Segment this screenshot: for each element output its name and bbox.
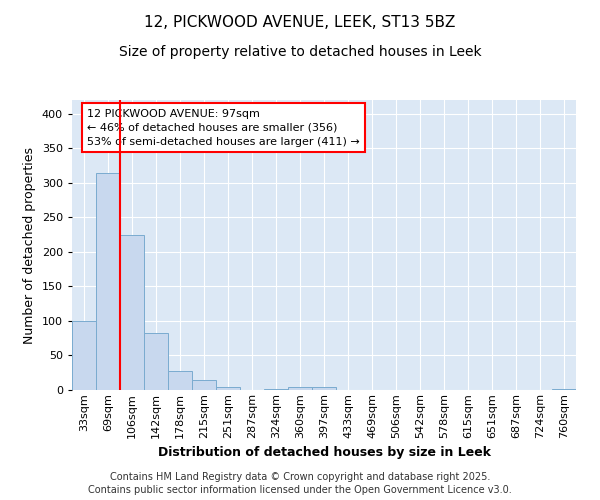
Bar bbox=[168, 370, 192, 390]
Text: 12, PICKWOOD AVENUE, LEEK, ST13 5BZ: 12, PICKWOOD AVENUE, LEEK, ST13 5BZ bbox=[145, 15, 455, 30]
X-axis label: Distribution of detached houses by size in Leek: Distribution of detached houses by size … bbox=[157, 446, 491, 459]
Text: Size of property relative to detached houses in Leek: Size of property relative to detached ho… bbox=[119, 45, 481, 59]
Bar bbox=[216, 386, 240, 390]
Bar bbox=[72, 321, 96, 390]
Bar bbox=[312, 386, 336, 390]
Bar bbox=[552, 388, 576, 390]
Y-axis label: Number of detached properties: Number of detached properties bbox=[23, 146, 36, 344]
Bar bbox=[144, 334, 168, 390]
Bar bbox=[120, 234, 144, 390]
Bar bbox=[288, 386, 312, 390]
Bar bbox=[96, 172, 120, 390]
Text: 12 PICKWOOD AVENUE: 97sqm
← 46% of detached houses are smaller (356)
53% of semi: 12 PICKWOOD AVENUE: 97sqm ← 46% of detac… bbox=[87, 108, 360, 146]
Bar bbox=[192, 380, 216, 390]
Text: Contains HM Land Registry data © Crown copyright and database right 2025.
Contai: Contains HM Land Registry data © Crown c… bbox=[88, 472, 512, 495]
